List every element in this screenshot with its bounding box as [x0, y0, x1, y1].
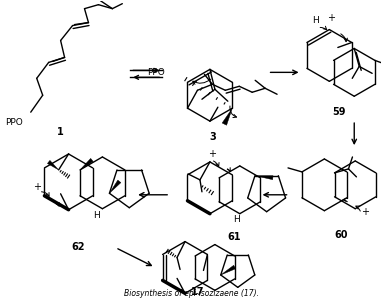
Polygon shape	[255, 176, 273, 180]
Text: 1: 1	[57, 127, 64, 137]
Text: 3: 3	[209, 132, 216, 142]
Text: Biosynthesis of epi-isozizaene (17).: Biosynthesis of epi-isozizaene (17).	[123, 289, 259, 298]
Text: 59: 59	[333, 107, 346, 117]
Text: H: H	[94, 211, 100, 220]
Polygon shape	[221, 265, 236, 275]
Polygon shape	[80, 158, 93, 170]
Text: 61: 61	[227, 232, 241, 242]
Text: H: H	[233, 215, 240, 224]
Polygon shape	[222, 108, 232, 125]
Text: +: +	[208, 149, 216, 159]
Text: +: +	[33, 182, 41, 192]
Text: PPO: PPO	[5, 118, 23, 127]
Text: 62: 62	[72, 242, 85, 251]
Text: +: +	[327, 13, 335, 23]
Text: +: +	[361, 207, 369, 217]
Polygon shape	[47, 160, 58, 170]
Text: PPO: PPO	[147, 68, 165, 77]
Text: H: H	[312, 16, 319, 25]
Text: 17: 17	[191, 287, 205, 297]
Polygon shape	[109, 180, 121, 193]
Text: 60: 60	[335, 230, 348, 239]
